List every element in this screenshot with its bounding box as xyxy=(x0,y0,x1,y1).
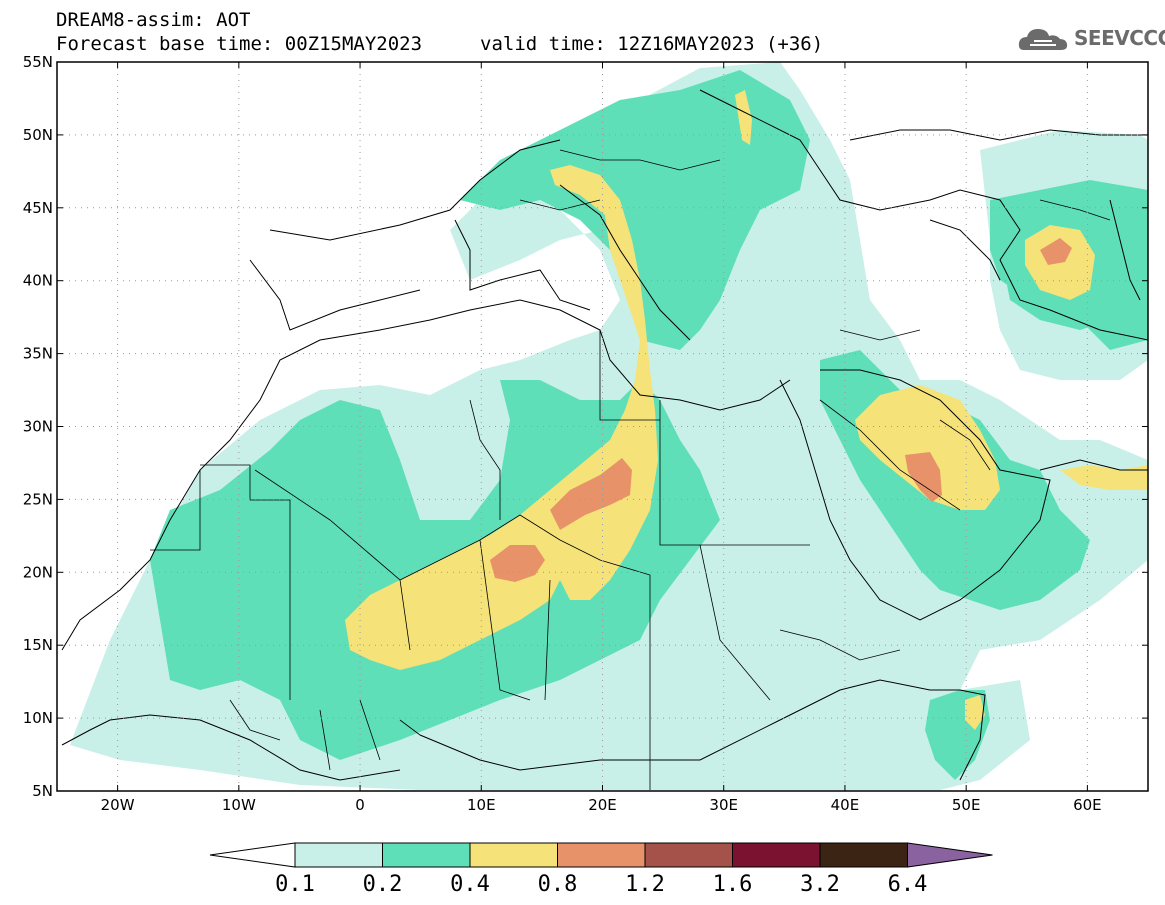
colorbar-label: 0.8 xyxy=(538,872,578,897)
lat-tick-label: 10N xyxy=(23,709,53,727)
colorbar-high-arrow xyxy=(907,842,993,868)
lat-tick-label: 25N xyxy=(23,490,53,508)
colorbar-swatch xyxy=(644,842,733,868)
lat-tick-label: 55N xyxy=(23,53,53,71)
lon-tick-labels: 20W 10W 0 10E 20E 30E 40E 50E 60E xyxy=(101,62,1102,814)
forecast-base-time: Forecast base time: 00Z15MAY2023 xyxy=(56,33,423,55)
lon-tick-label: 10W xyxy=(222,796,256,814)
lon-tick-label: 10E xyxy=(467,796,496,814)
colorbar-label: 1.2 xyxy=(625,872,665,897)
colorbar-label: 6.4 xyxy=(888,872,928,897)
lat-tick-label: 50N xyxy=(23,126,53,144)
lat-tick-label: 40N xyxy=(23,272,53,290)
lon-tick-label: 20W xyxy=(101,796,135,814)
colorbar-label: 0.4 xyxy=(450,872,490,897)
lon-tick-label: 20E xyxy=(588,796,617,814)
colorbar-label: 0.1 xyxy=(275,872,315,897)
lat-tick-label: 30N xyxy=(23,418,53,436)
lat-tick-label: 20N xyxy=(23,563,53,581)
country-borders xyxy=(150,149,1111,790)
colorbar-low-arrow xyxy=(209,842,296,868)
colorbar-swatch xyxy=(294,842,383,868)
seevccc-logo: SEEVCCC xyxy=(1016,22,1165,58)
colorbar-swatch xyxy=(382,842,471,868)
lat-tick-labels: 55N 50N 45N 40N 35N 30N 25N 20N 15N 10N 5N xyxy=(23,53,1148,800)
cloud-icon xyxy=(1018,29,1068,50)
colorbar-label: 0.2 xyxy=(363,872,403,897)
lat-tick-label: 5N xyxy=(32,782,53,800)
coastlines xyxy=(61,89,1148,781)
lat-tick-label: 45N xyxy=(23,199,53,217)
lat-tick-label: 15N xyxy=(23,636,53,654)
colorbar-swatch xyxy=(819,842,908,868)
lon-tick-label: 0 xyxy=(355,796,365,814)
lon-tick-label: 60E xyxy=(1073,796,1102,814)
logo-text: SEEVCCC xyxy=(1074,26,1165,50)
colorbar-label: 1.6 xyxy=(713,872,753,897)
colorbar-swatch xyxy=(469,842,558,868)
map-title: DREAM8-assim: AOT xyxy=(56,9,251,31)
lon-tick-label: 40E xyxy=(831,796,860,814)
colorbar-swatch xyxy=(557,842,646,868)
valid-time: valid time: 12Z16MAY2023 (+36) xyxy=(480,33,824,55)
colorbar-label: 3.2 xyxy=(800,872,840,897)
colorbar-swatch xyxy=(732,842,821,868)
colorbar: 0.1 0.2 0.4 0.8 1.2 1.6 3.2 6.4 xyxy=(209,842,993,897)
lat-tick-label: 35N xyxy=(23,345,53,363)
aot-band-0.4-0.8 xyxy=(345,90,1148,730)
lon-tick-label: 30E xyxy=(709,796,738,814)
lon-tick-label: 50E xyxy=(952,796,981,814)
